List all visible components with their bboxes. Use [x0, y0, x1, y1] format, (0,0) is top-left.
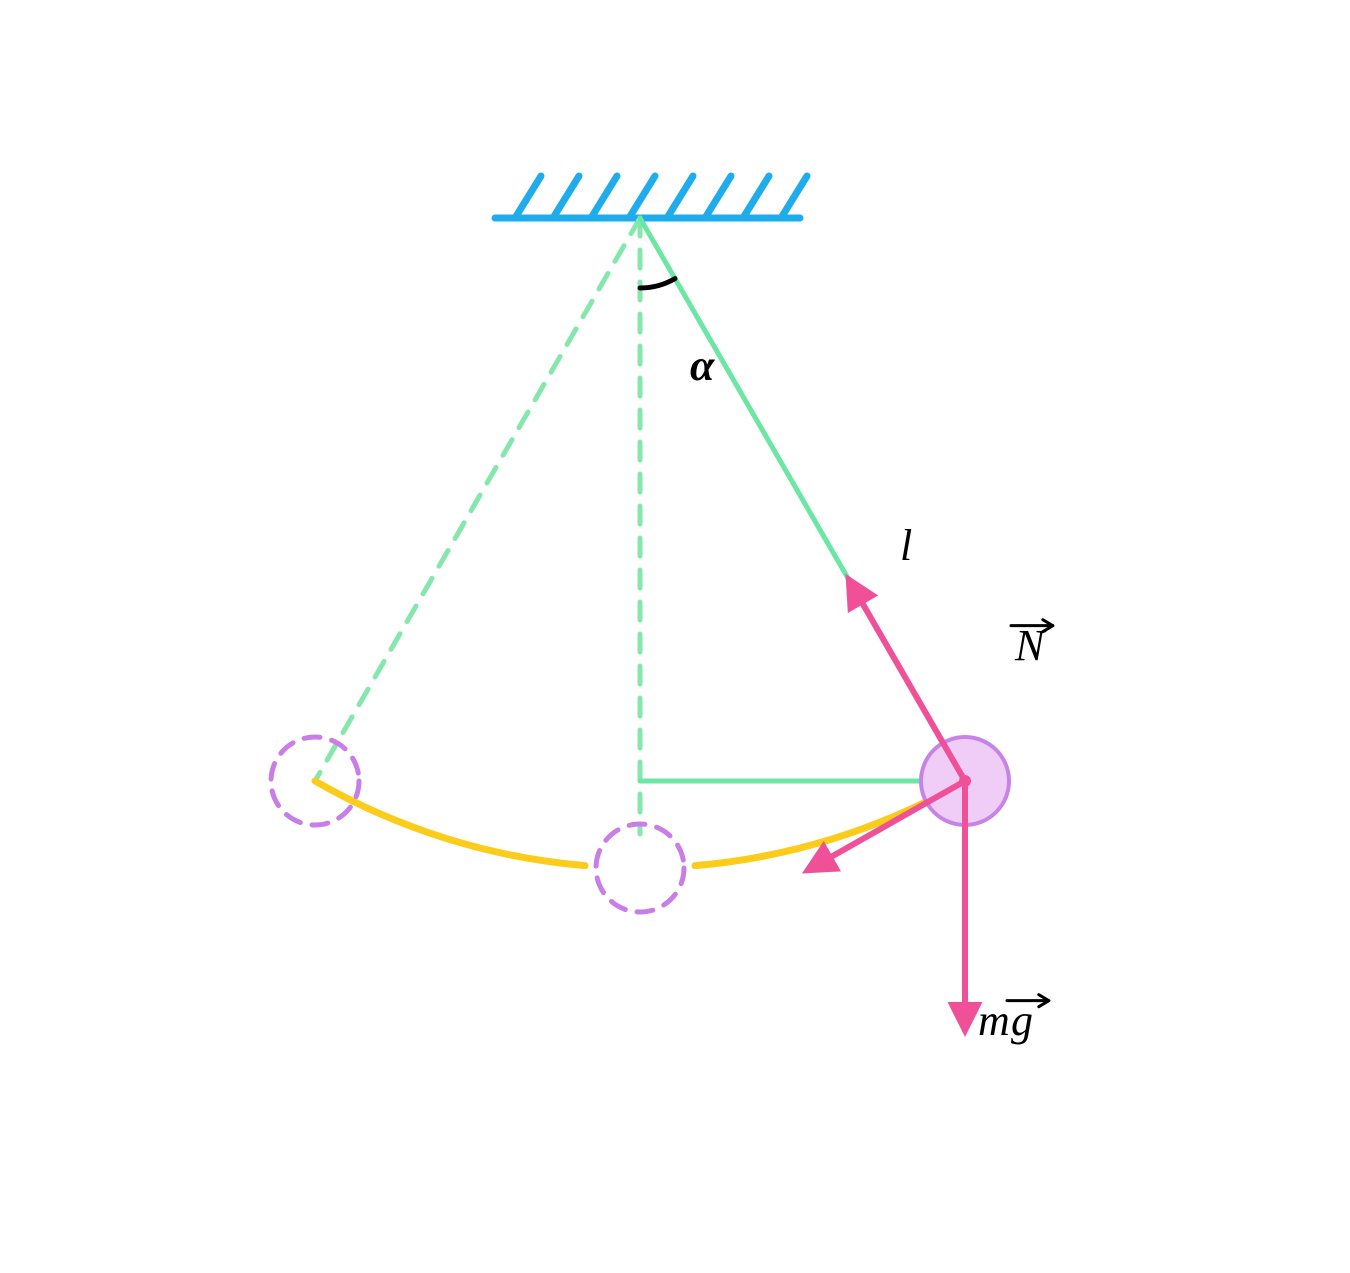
label-alpha: α	[690, 341, 715, 390]
ceiling-hatch	[667, 176, 693, 218]
ceiling-hatch	[553, 176, 579, 218]
ceiling-hatch	[781, 176, 807, 218]
ceiling-hatch	[515, 176, 541, 218]
label-gravity-mg-prefix: m	[978, 996, 1010, 1045]
label-tension-N-text: N	[1014, 621, 1047, 670]
label-string-length-l: l	[900, 521, 912, 570]
label-tension-N-body: N	[1014, 621, 1047, 670]
label-string-length-l-text: l	[900, 521, 912, 570]
ceiling-hatch	[743, 176, 769, 218]
pendulum-diagram: α l Nmg	[0, 0, 1350, 1273]
ghost-bob-bottom	[596, 824, 684, 912]
label-gravity-mg: mg	[978, 995, 1049, 1045]
ceiling-support	[495, 176, 807, 218]
label-gravity-mg-body: g	[1011, 996, 1033, 1045]
string-left-dashed	[315, 218, 640, 781]
ceiling-hatch	[705, 176, 731, 218]
ceiling-hatch	[591, 176, 617, 218]
label-gravity-mg-text: mg	[978, 996, 1033, 1045]
angle-arc-alpha	[640, 279, 675, 288]
label-string-length-l-body: l	[900, 521, 912, 570]
force-vector-resultant	[808, 781, 965, 870]
label-alpha-body: α	[690, 341, 715, 390]
ceiling-hatch	[629, 176, 655, 218]
label-tension-N: N	[1011, 620, 1053, 670]
label-alpha-text: α	[690, 341, 715, 390]
bob-center-dot	[959, 775, 971, 787]
force-vector-tension-N	[849, 580, 965, 781]
